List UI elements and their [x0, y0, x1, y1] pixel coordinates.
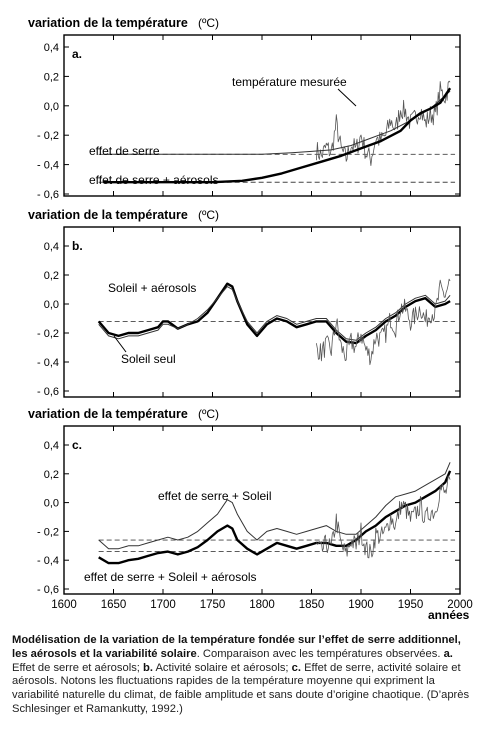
label-effet-de-serre-soleil: effet de serre + Soleil	[158, 489, 272, 503]
label-effet-de-serre-soleil-aerosols: effet de serre + Soleil + aérosols	[84, 570, 257, 584]
panel-a: variation de la température (ºC) a. 0,40…	[28, 16, 461, 201]
panel-a-ylabel: variation de la température	[28, 16, 188, 30]
x-tick-label: 1650	[101, 599, 127, 611]
x-tick-label: 1700	[150, 599, 176, 611]
x-axis-tick-labels: 1600 1650 1700 1750 1800 1850 1900 1950 2000	[51, 599, 473, 611]
caption-a-label: a.	[443, 647, 453, 660]
x-tick-label: 1600	[51, 599, 77, 611]
y-tick-label: - 0,2	[37, 328, 59, 340]
pointer-temperature-mesuree	[337, 88, 357, 107]
x-axis-label: années	[428, 608, 470, 622]
y-tick-label: 0,2	[44, 71, 59, 83]
y-tick-label: - 0,6	[37, 189, 59, 201]
series-temp-rature-mesur-e	[316, 80, 451, 166]
panel-a-series	[98, 80, 456, 184]
x-tick-label: 1950	[398, 599, 424, 611]
panel-c: variation de la température (ºC) c. 0,40…	[28, 407, 461, 596]
y-tick-label: - 0,2	[37, 526, 59, 538]
y-tick-label: - 0,6	[37, 584, 59, 596]
series-temp-rature-mesur-e	[316, 475, 451, 559]
panel-a-unit: (ºC)	[198, 16, 219, 30]
panel-b-letter: b.	[72, 239, 83, 253]
panel-b: variation de la température (ºC) b. 0,40…	[28, 208, 461, 398]
y-tick-label: 0,2	[44, 469, 59, 481]
x-tick-label: 2000	[447, 599, 473, 611]
x-tick-label: 1800	[249, 599, 275, 611]
panel-c-x-ticks	[63, 426, 461, 594]
x-tick-label: 1850	[299, 599, 325, 611]
series-effet-de-serre-soleil-a-rosols	[98, 470, 452, 565]
y-tick-label: 0,0	[44, 498, 59, 510]
panel-b-y-axis: 0,4 0,2 0,0 - 0,2 - 0,4 - 0,6	[37, 241, 460, 398]
x-tick-label: 1900	[348, 599, 374, 611]
panel-a-letter: a.	[72, 47, 82, 61]
y-tick-label: 0,4	[44, 241, 59, 253]
caption-title: Modélisation de la variation de la tempé…	[12, 634, 461, 660]
label-temperature-mesuree: température mesurée	[232, 75, 347, 89]
figure: variation de la température (ºC) a. 0,40…	[28, 16, 473, 622]
panel-c-letter: c.	[72, 438, 82, 452]
figure-caption: Modélisation de la variation de la tempé…	[12, 634, 470, 717]
series-soleil-seul	[98, 286, 451, 341]
y-tick-label: 0,0	[44, 299, 59, 311]
y-tick-label: - 0,4	[37, 555, 59, 567]
series-effet-de-serre-soleil	[98, 462, 451, 550]
panel-a-y-axis: 0,4 0,2 0,0 - 0,2 - 0,4 - 0,6	[37, 42, 460, 201]
caption-c-text: Effet de serre, activité solaire et aéro…	[12, 661, 470, 715]
y-tick-label: - 0,6	[37, 386, 59, 398]
y-tick-label: - 0,4	[37, 160, 59, 172]
series-soleil-a-rosols	[97, 282, 451, 345]
panel-b-ylabel: variation de la température	[28, 208, 188, 222]
caption-b-label: b.	[143, 661, 153, 674]
panel-c-y-axis: 0,4 0,2 0,0 - 0,2 - 0,4 - 0,6	[37, 440, 460, 596]
pointer-soleil-seul	[113, 335, 127, 353]
series-temp-rature-mesur-e	[316, 278, 451, 366]
y-tick-label: 0,4	[44, 440, 59, 452]
caption-b-text: Activité solaire et aérosols;	[152, 661, 292, 674]
panel-b-x-ticks	[63, 227, 461, 397]
y-tick-label: 0,4	[44, 42, 59, 54]
panel-c-unit: (ºC)	[198, 407, 219, 421]
label-effet-de-serre: effet de serre	[89, 144, 160, 158]
caption-c-label: c.	[291, 661, 301, 674]
caption-text-1: . Comparaison avec les températures obse…	[196, 647, 444, 660]
panel-b-unit: (ºC)	[198, 208, 219, 222]
caption-a-text: Effet de serre et aérosols;	[12, 661, 144, 674]
y-tick-label: 0,2	[44, 270, 59, 282]
panel-a-frame	[63, 34, 461, 197]
panel-a-x-ticks	[63, 35, 461, 196]
label-soleil-aerosols: Soleil + aérosols	[108, 281, 196, 295]
y-tick-label: 0,0	[44, 101, 59, 113]
series-effet-de-serre-a-rosols	[103, 87, 452, 184]
label-effet-de-serre-aerosols: effet de serre + aérosols	[89, 173, 219, 187]
label-soleil-seul: Soleil seul	[121, 352, 176, 366]
y-tick-label: - 0,2	[37, 130, 59, 142]
panel-b-series	[97, 278, 456, 366]
panel-c-ylabel: variation de la température	[28, 407, 188, 421]
panel-c-series	[98, 462, 456, 565]
y-tick-label: - 0,4	[37, 357, 59, 369]
x-tick-label: 1750	[200, 599, 226, 611]
